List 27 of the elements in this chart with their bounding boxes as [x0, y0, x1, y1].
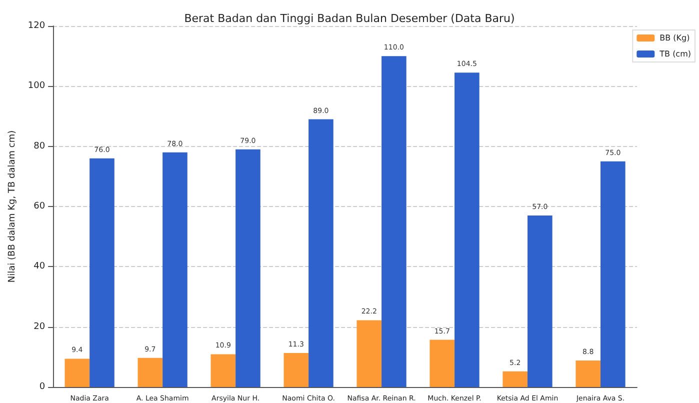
bar [162, 152, 188, 387]
legend-label: TB (cm) [658, 50, 692, 58]
bar [454, 72, 480, 387]
bar [356, 320, 382, 387]
y-tick-label: 60 [34, 202, 46, 212]
bar [64, 358, 90, 387]
bar [308, 119, 334, 387]
bar [284, 353, 309, 387]
bar [576, 360, 601, 387]
bar [528, 216, 552, 387]
bar [236, 149, 260, 387]
bar [210, 354, 236, 387]
y-tick-label: 20 [34, 322, 46, 332]
bar [138, 358, 163, 387]
y-tick-label: 40 [34, 262, 46, 272]
y-tick-label: 80 [34, 141, 46, 152]
bar [90, 158, 114, 387]
legend-label: BB (Kg) [660, 34, 690, 42]
bar [430, 340, 455, 387]
y-tick-label: 120 [28, 21, 46, 31]
bar [600, 161, 626, 387]
y-tick-label: 100 [28, 81, 46, 92]
y-axis-title: Nilai (BB dalam Kg, TB dalam cm) [8, 130, 18, 283]
bar [382, 56, 406, 387]
y-tick-label: 0 [39, 382, 46, 392]
chart-title: Berat Badan dan Tinggi Badan Bulan Desember (Data Baru) [184, 12, 515, 25]
bar [502, 371, 528, 387]
